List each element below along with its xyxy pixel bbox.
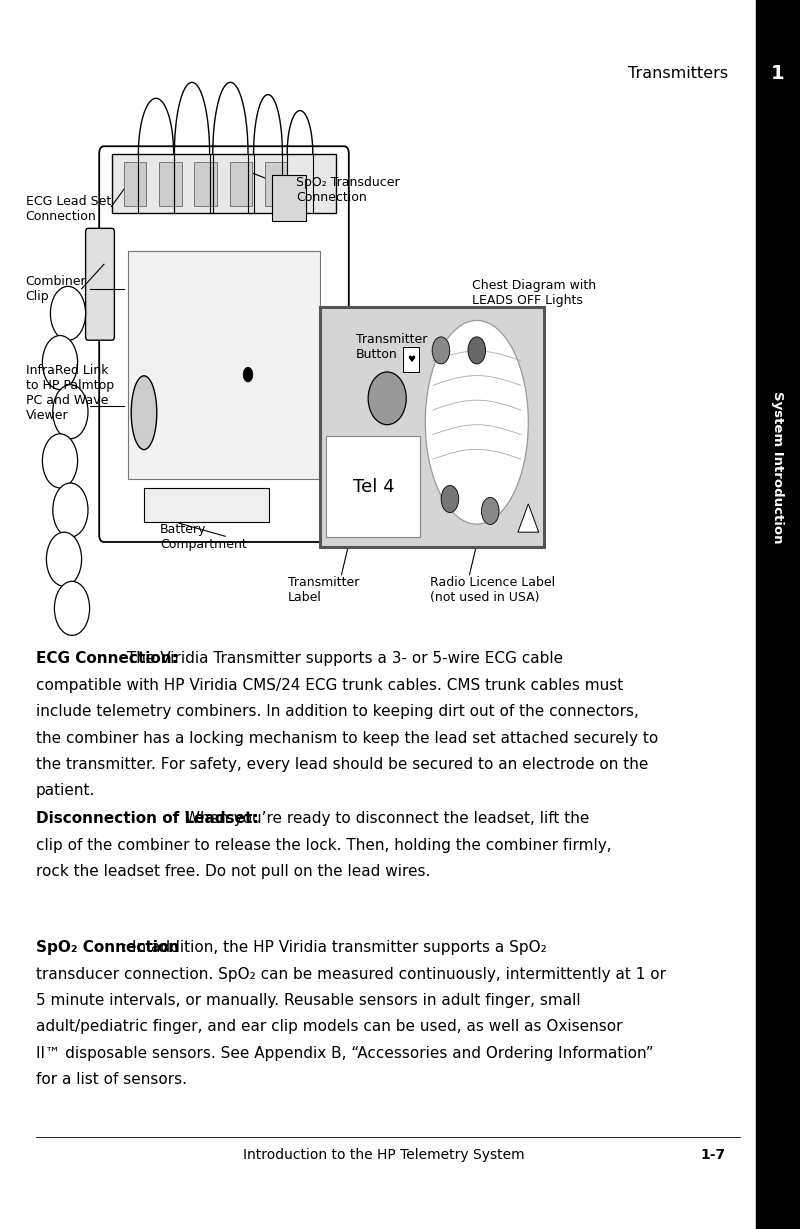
Bar [128, 251, 320, 479]
Circle shape [46, 532, 82, 586]
Text: II™ disposable sensors. See Appendix B, “Accessories and Ordering Information”: II™ disposable sensors. See Appendix B, … [36, 1046, 654, 1061]
Circle shape [42, 434, 78, 488]
Bar [159, 162, 182, 206]
Text: Introduction to the HP Telemetry System: Introduction to the HP Telemetry System [243, 1148, 525, 1163]
Bar [230, 162, 252, 206]
Text: the combiner has a locking mechanism to keep the lead set attached securely to: the combiner has a locking mechanism to … [36, 730, 658, 746]
Text: for a list of sensors.: for a list of sensors. [36, 1072, 187, 1088]
Circle shape [53, 385, 88, 439]
Text: The Viridia Transmitter supports a 3- or 5-wire ECG cable: The Viridia Transmitter supports a 3- or… [122, 651, 563, 666]
Text: Chest Diagram with
LEADS OFF Lights: Chest Diagram with LEADS OFF Lights [472, 279, 596, 306]
Circle shape [432, 337, 450, 364]
Bar [124, 162, 146, 206]
Circle shape [53, 483, 88, 537]
Text: ECG Lead Set
Connection: ECG Lead Set Connection [26, 195, 111, 222]
Text: Battery
Compartment: Battery Compartment [160, 524, 246, 551]
Text: patient.: patient. [36, 784, 95, 799]
Circle shape [468, 337, 486, 364]
Ellipse shape [426, 321, 528, 524]
Text: System Introduction: System Introduction [771, 391, 785, 543]
Text: compatible with HP Viridia CMS/24 ECG trunk cables. CMS trunk cables must: compatible with HP Viridia CMS/24 ECG tr… [36, 678, 623, 693]
Bar [112, 154, 336, 213]
Text: the transmitter. For safety, every lead should be secured to an electrode on the: the transmitter. For safety, every lead … [36, 757, 648, 772]
Bar [756, 0, 800, 1229]
Text: Transmitters: Transmitters [628, 66, 728, 81]
Bar [403, 348, 419, 372]
Text: ECG Connection:: ECG Connection: [36, 651, 178, 666]
Text: Transmitter
Label: Transmitter Label [288, 576, 359, 603]
Text: When you’re ready to disconnect the leadset, lift the: When you’re ready to disconnect the lead… [180, 811, 590, 826]
Polygon shape [518, 504, 538, 532]
Text: InfraRed Link
to HP Palmtop
PC and Wave
Viewer: InfraRed Link to HP Palmtop PC and Wave … [26, 364, 114, 423]
Bar [144, 488, 269, 522]
Circle shape [50, 286, 86, 340]
Text: ♥: ♥ [407, 355, 415, 364]
Text: Disconnection of Leadset:: Disconnection of Leadset: [36, 811, 258, 826]
Text: 1: 1 [771, 64, 785, 84]
Bar [326, 436, 421, 537]
Bar [265, 162, 287, 206]
Ellipse shape [131, 376, 157, 450]
Bar [272, 175, 306, 221]
Text: transducer connection. SpO₂ can be measured continuously, intermittently at 1 or: transducer connection. SpO₂ can be measu… [36, 966, 666, 982]
Text: clip of the combiner to release the lock. Then, holding the combiner firmly,: clip of the combiner to release the lock… [36, 838, 612, 853]
FancyBboxPatch shape [99, 146, 349, 542]
Text: include telemetry combiners. In addition to keeping dirt out of the connectors,: include telemetry combiners. In addition… [36, 704, 639, 719]
Text: : In addition, the HP Viridia transmitter supports a SpO₂: : In addition, the HP Viridia transmitte… [122, 940, 547, 955]
Text: Transmitter
Button: Transmitter Button [356, 333, 427, 360]
FancyBboxPatch shape [86, 229, 114, 340]
Text: 1-7: 1-7 [700, 1148, 725, 1163]
Bar [194, 162, 217, 206]
Text: Tel 4: Tel 4 [353, 478, 394, 495]
Circle shape [482, 498, 499, 525]
Circle shape [42, 336, 78, 390]
Text: adult/pediatric finger, and ear clip models can be used, as well as Oxisensor: adult/pediatric finger, and ear clip mod… [36, 1020, 622, 1035]
Bar [320, 307, 544, 547]
Text: 5 minute intervals, or manually. Reusable sensors in adult finger, small: 5 minute intervals, or manually. Reusabl… [36, 993, 581, 1008]
Text: SpO₂ Connection: SpO₂ Connection [36, 940, 179, 955]
Circle shape [243, 367, 253, 382]
Circle shape [441, 485, 458, 512]
Circle shape [54, 581, 90, 635]
Text: Radio Licence Label
(not used in USA): Radio Licence Label (not used in USA) [430, 576, 555, 603]
Ellipse shape [368, 372, 406, 425]
Text: Combiner
Clip: Combiner Clip [26, 275, 86, 302]
Text: SpO₂ Transducer
Connection: SpO₂ Transducer Connection [296, 177, 400, 204]
Text: rock the leadset free. Do not pull on the lead wires.: rock the leadset free. Do not pull on th… [36, 864, 430, 879]
